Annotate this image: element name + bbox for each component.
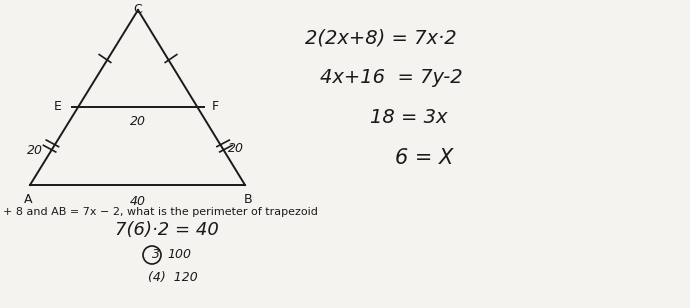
- Text: 20: 20: [130, 115, 146, 128]
- Text: (4)  120: (4) 120: [148, 271, 198, 285]
- Text: 20: 20: [27, 144, 43, 156]
- Text: E: E: [54, 100, 62, 114]
- Text: A: A: [23, 193, 32, 206]
- Text: 2(2x+8) = 7x·2: 2(2x+8) = 7x·2: [305, 28, 457, 47]
- Text: 3: 3: [152, 249, 160, 261]
- Text: 40: 40: [130, 195, 146, 208]
- Text: 18 = 3x: 18 = 3x: [370, 108, 448, 127]
- Text: B: B: [244, 193, 253, 206]
- Text: F: F: [212, 100, 219, 114]
- Text: 6 = X: 6 = X: [395, 148, 453, 168]
- Text: 4x+16  = 7y-2: 4x+16 = 7y-2: [320, 68, 462, 87]
- Text: 20: 20: [228, 141, 244, 155]
- Text: + 8 and AB = 7x − 2, what is the perimeter of trapezoid: + 8 and AB = 7x − 2, what is the perimet…: [3, 207, 318, 217]
- Text: C: C: [134, 3, 142, 16]
- Text: 100: 100: [167, 249, 191, 261]
- Text: 7(6)·2 = 40: 7(6)·2 = 40: [115, 221, 219, 239]
